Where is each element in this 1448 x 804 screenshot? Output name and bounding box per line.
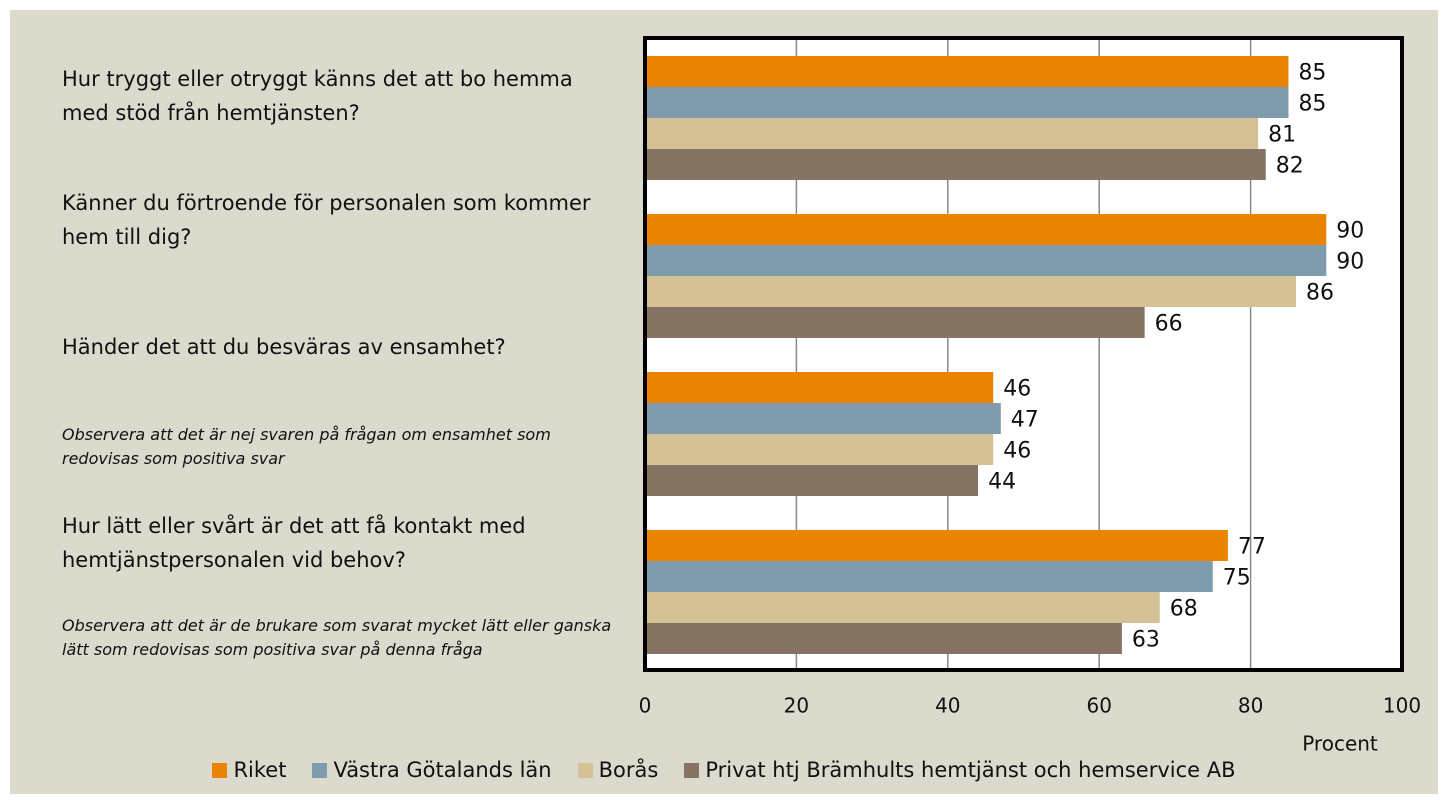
bar	[645, 118, 1259, 149]
bar	[645, 149, 1266, 180]
category-label: Hur tryggt eller otryggt känns det att b…	[62, 67, 573, 125]
bar	[645, 465, 979, 496]
bar	[645, 245, 1327, 276]
plot-border	[643, 36, 1404, 672]
x-tick-label: 60	[1086, 694, 1111, 718]
legend-swatch	[684, 762, 700, 778]
legend-item: Borås	[577, 758, 659, 782]
data-label: 86	[1306, 281, 1334, 306]
data-label: 63	[1132, 628, 1160, 653]
legend-item: Riket	[212, 758, 286, 782]
legend-label: Borås	[598, 758, 659, 782]
category-label: Hur lätt eller svårt är det att få konta…	[62, 514, 526, 572]
bar	[645, 276, 1297, 307]
plot: 0 20 40 60 80 100 85 90 46 77 85 90 47 75 81 86 46 68 82 66…	[639, 36, 1421, 756]
data-label: 75	[1223, 566, 1251, 591]
bar	[645, 372, 994, 403]
data-label: 90	[1336, 250, 1364, 275]
annotation: Observera att det är nej svaren på fråga…	[62, 425, 551, 468]
legend-swatch	[212, 762, 228, 778]
bar	[645, 561, 1213, 592]
data-label: 85	[1298, 92, 1326, 117]
data-label: 82	[1276, 154, 1304, 179]
x-tick-label: 100	[1383, 694, 1421, 718]
chart: 0 20 40 60 80 100 85 90 46 77 85 90 47 75 81 86 46 68 82 66…	[10, 10, 1438, 794]
legend-label: Riket	[233, 758, 287, 782]
data-label: 90	[1336, 219, 1364, 244]
data-label: 85	[1298, 61, 1326, 86]
bar	[645, 214, 1327, 245]
bar	[645, 56, 1289, 87]
x-axis-label: Procent	[1302, 732, 1378, 756]
bar	[645, 87, 1289, 118]
bar	[645, 623, 1122, 654]
data-label: 81	[1268, 123, 1296, 148]
category-label: Känner du förtroende för personalen som …	[62, 191, 591, 249]
x-tick-label: 0	[639, 694, 652, 718]
data-label: 47	[1011, 408, 1039, 433]
x-tick-label: 20	[784, 694, 809, 718]
data-label: 46	[1003, 439, 1031, 464]
bar	[645, 307, 1145, 338]
bar	[645, 434, 994, 465]
legend-label: Västra Götalands län	[333, 758, 552, 782]
bar	[645, 530, 1228, 561]
legend-label: Privat htj Brämhults hemtjänst och hemse…	[705, 758, 1236, 782]
data-label: 68	[1170, 597, 1198, 622]
bar	[645, 592, 1160, 623]
data-label: 66	[1155, 312, 1183, 337]
legend-swatch	[312, 762, 328, 778]
legend-swatch	[577, 762, 593, 778]
x-tick-label: 80	[1238, 694, 1263, 718]
category-label: Händer det att du besväras av ensamhet?	[62, 335, 506, 359]
data-label: 77	[1238, 535, 1266, 560]
legend-item: Privat htj Brämhults hemtjänst och hemse…	[684, 758, 1236, 782]
data-label: 46	[1003, 377, 1031, 402]
x-tick-label: 40	[935, 694, 960, 718]
legend-item: Västra Götalands län	[312, 758, 552, 782]
legend: Riket Västra Götalands län Borås Privat htj…	[10, 758, 1438, 782]
data-label: 44	[988, 470, 1016, 495]
annotation: Observera att det är de brukare som svar…	[62, 616, 612, 659]
bar	[645, 403, 1001, 434]
